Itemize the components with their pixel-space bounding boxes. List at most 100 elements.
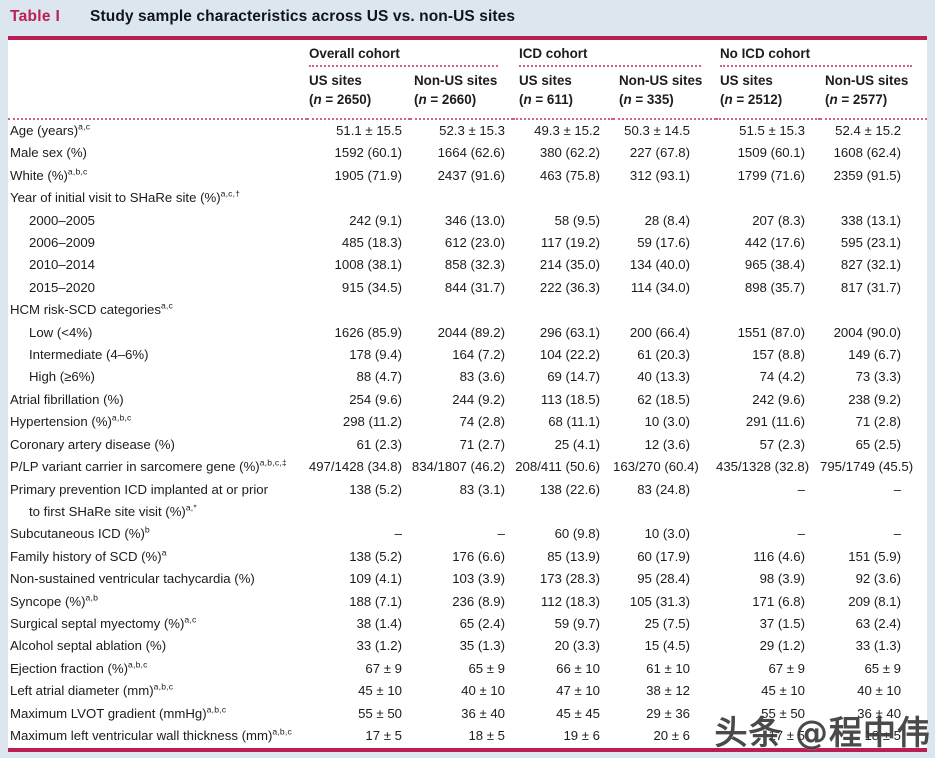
- cell-value-text: 227 (67.8): [629, 145, 691, 161]
- cell-value: 15 (4.5): [613, 635, 716, 657]
- row-label: HCM risk-SCD categoriesa,c: [8, 299, 307, 321]
- cell-value: 73 (3.3): [820, 366, 927, 388]
- cell-value-text: 62 (18.5): [637, 391, 691, 407]
- cell-value-text: 173 (28.3): [539, 571, 601, 587]
- cell-value-text: 92 (3.6): [855, 571, 902, 587]
- row-label: Maximum LVOT gradient (mmHg)a,b,c: [8, 703, 307, 725]
- cell-value: 1799 (71.6): [716, 165, 820, 187]
- cell-value-text: 55 ± 50: [358, 705, 402, 721]
- cell-value: 188 (7.1): [307, 591, 410, 613]
- cell-value: 157 (8.8): [716, 344, 820, 366]
- row-label: 2015–2020: [8, 277, 307, 299]
- cell-value: 244 (9.2): [410, 389, 513, 411]
- table-panel: Overall cohort ICD cohort No ICD cohort US…: [8, 36, 928, 752]
- row-label: Maximum left ventricular wall thickness …: [8, 725, 307, 747]
- cell-value: 112 (18.3): [513, 591, 613, 613]
- cell-value-text: 296 (63.1): [539, 324, 601, 340]
- row-label-footnote-marks: a,b,c,‡: [259, 457, 287, 468]
- cell-value: 40 (13.3): [613, 366, 716, 388]
- cell-value: 62 (18.5): [613, 389, 716, 411]
- cell-value-text: 612 (23.0): [444, 235, 506, 251]
- row-label: Syncope (%)a,b: [8, 591, 307, 613]
- row-label: Male sex (%): [8, 142, 307, 164]
- row-label-footnote-marks: a,b,c: [272, 726, 292, 737]
- header-n-count: (n = 611): [519, 92, 573, 107]
- cell-value-text: 898 (35.7): [744, 279, 806, 295]
- cell-value-text: 1008 (38.1): [334, 257, 402, 273]
- row-label-text: to first SHaRe site visit (%): [29, 503, 186, 519]
- cell-value: 117 (19.2): [513, 232, 613, 254]
- cell-value: 17 ± 5: [307, 725, 410, 747]
- cell-value: 83 (3.1): [410, 479, 513, 501]
- row-label-text: Year of initial visit to SHaRe site (%): [10, 190, 221, 206]
- cell-value-text: 116 (4.6): [753, 548, 806, 564]
- cell-value-text: 858 (32.3): [444, 257, 506, 273]
- cell-value-text: –: [893, 481, 902, 497]
- header-site-label: Non-US sites: [825, 73, 909, 88]
- cell-value: 915 (34.5): [307, 277, 410, 299]
- cell-value-text: 915 (34.5): [341, 279, 402, 295]
- cell-value-text: 10 (3.0): [644, 526, 691, 542]
- table-row: Hypertension (%)a,b,c 298 (11.2) 74 (2.8) 6…: [8, 411, 927, 433]
- cell-value: 2359 (91.5): [820, 165, 927, 187]
- cell-value-text: 50.3 ± 14.5: [624, 123, 691, 138]
- cell-value: 149 (6.7): [820, 344, 927, 366]
- cell-value-text: 17 ± 5: [365, 727, 402, 743]
- header-subcolumn-cell: US sites (n = 611): [513, 68, 614, 120]
- cell-value-text: –: [797, 481, 806, 497]
- cell-value-text: 36 ± 40: [461, 705, 506, 721]
- cell-value: [820, 299, 927, 321]
- cell-value: 52.4 ± 15.2: [820, 119, 927, 142]
- cell-value: 116 (4.6): [716, 546, 820, 568]
- cell-value-text: 25 (4.1): [554, 436, 601, 452]
- cell-value: 55 ± 50: [307, 703, 410, 725]
- table-row: Surgical septal myectomy (%)a,c 38 (1.4) 6…: [8, 613, 927, 635]
- cell-value: [613, 501, 716, 523]
- cell-value-text: 73 (3.3): [855, 369, 902, 385]
- cell-value-text: 109 (4.1): [349, 571, 402, 587]
- cell-value: 134 (40.0): [613, 254, 716, 276]
- table-row: Syncope (%)a,b 188 (7.1) 236 (8.9) 112 (18.…: [8, 591, 927, 613]
- cell-value: [513, 501, 613, 523]
- cell-value-text: 463 (75.8): [539, 167, 601, 183]
- cell-value: 103 (3.9): [410, 568, 513, 590]
- cell-value-text: 817 (31.7): [840, 279, 902, 295]
- cell-value: [410, 501, 513, 523]
- table-row: Age (years)a,c 51.1 ± 15.5 52.3 ± 15.3 49.3…: [8, 119, 927, 142]
- cell-value: 898 (35.7): [716, 277, 820, 299]
- cell-value: 57 (2.3): [716, 434, 820, 456]
- header-subcolumn-cell: Non-US sites (n = 335): [613, 68, 717, 120]
- cell-value-text: 74 (4.2): [759, 369, 806, 385]
- row-label-text: 2006–2009: [29, 235, 96, 251]
- cell-value: 71 (2.8): [820, 411, 927, 433]
- cell-value: 834/1807 (46.2): [410, 456, 513, 478]
- row-label-text: Age (years): [10, 123, 79, 138]
- cell-value: [613, 187, 716, 209]
- header-n-count: (n = 2577): [825, 92, 888, 107]
- row-label: Intermediate (4–6%): [8, 344, 307, 366]
- table-row: 2000–2005 242 (9.1) 346 (13.0) 58 (9.5) 28 (…: [8, 210, 927, 232]
- cell-value: –: [307, 523, 410, 545]
- header-group-label: Overall cohort: [309, 43, 499, 67]
- row-label-text: Family history of SCD (%): [10, 548, 162, 564]
- row-label-footnote-marks: a,b,c: [153, 681, 174, 692]
- cell-value: [513, 299, 613, 321]
- cell-value-text: 52.4 ± 15.2: [835, 123, 902, 138]
- cell-value: 858 (32.3): [410, 254, 513, 276]
- cell-value-text: 61 (20.3): [637, 347, 691, 363]
- cell-value: 1626 (85.9): [307, 322, 410, 344]
- table-row: 2006–2009 485 (18.3) 612 (23.0) 117 (19.2) 5…: [8, 232, 927, 254]
- cell-value-text: 595 (23.1): [840, 235, 902, 251]
- cell-value: 312 (93.1): [613, 165, 716, 187]
- row-label-footnote-marks: b: [144, 524, 150, 535]
- cell-value-text: 965 (38.4): [744, 257, 806, 273]
- cell-value-text: 497/1428 (34.8): [308, 459, 402, 475]
- cell-value: 47 ± 10: [513, 680, 613, 702]
- cell-value-text: 244 (9.2): [452, 391, 506, 407]
- cell-value: 60 (17.9): [613, 546, 716, 568]
- cell-value: 435/1328 (32.8): [716, 456, 820, 478]
- cell-value: 207 (8.3): [716, 210, 820, 232]
- header-subcolumn-cell: US sites (n = 2650): [307, 68, 410, 120]
- cell-value-text: 1664 (62.6): [437, 145, 506, 161]
- cell-value-text: 47 ± 10: [556, 683, 601, 699]
